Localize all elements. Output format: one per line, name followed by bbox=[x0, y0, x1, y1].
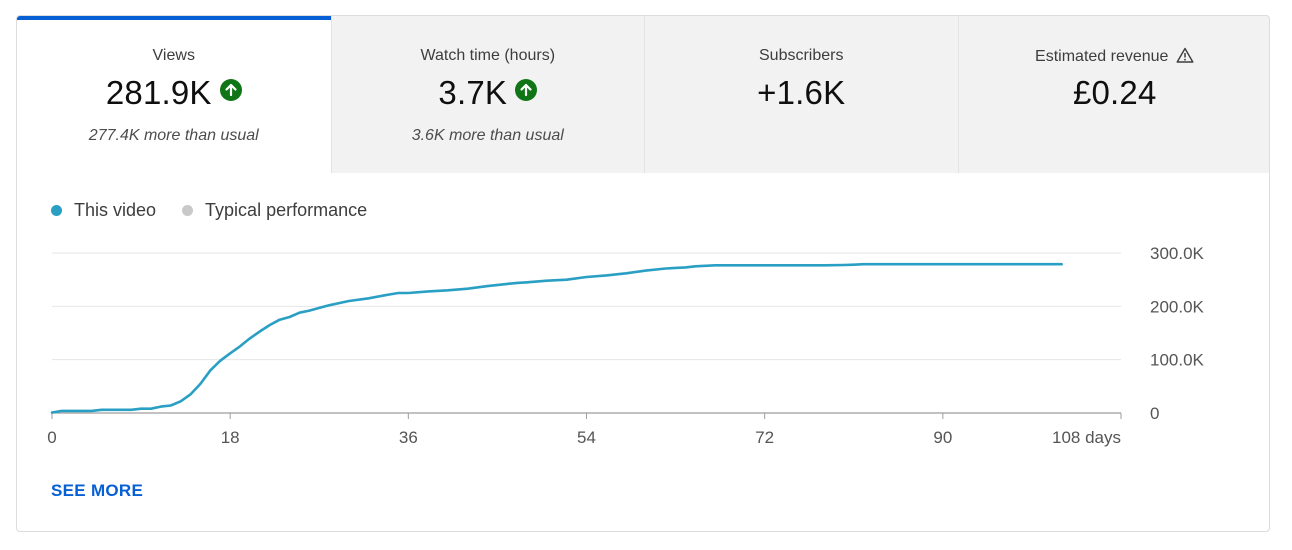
tab-watch-time-value-row: 3.7K bbox=[332, 74, 645, 112]
warning-icon[interactable] bbox=[1176, 47, 1194, 68]
tab-revenue-label-row: Estimated revenue bbox=[959, 47, 1270, 68]
chart-legend: This video Typical performance bbox=[51, 200, 393, 221]
legend-typical-dot bbox=[182, 205, 194, 216]
analytics-card: Views 281.9K 277.4K more than usual Watc… bbox=[16, 15, 1270, 532]
tab-watch-time-label: Watch time (hours) bbox=[420, 47, 556, 64]
x-tick-label: 72 bbox=[755, 428, 774, 447]
tab-watch-time-comparison: 3.6K more than usual bbox=[411, 127, 564, 144]
legend-this-video: This video bbox=[51, 200, 156, 221]
legend-this-video-label: This video bbox=[74, 200, 157, 220]
y-tick-label: 0 bbox=[1150, 404, 1159, 423]
tab-views[interactable]: Views 281.9K 277.4K more than usual bbox=[17, 16, 331, 173]
tab-views-label: Views bbox=[152, 47, 195, 64]
x-tick-label: 36 bbox=[399, 428, 418, 447]
tab-revenue-value: £0.24 bbox=[1072, 74, 1157, 111]
see-more-link[interactable]: SEE MORE bbox=[51, 481, 144, 500]
tab-subscribers[interactable]: Subscribers +1.6K bbox=[644, 16, 958, 173]
y-tick-label: 200.0K bbox=[1150, 297, 1205, 316]
tab-views-comparison: 277.4K more than usual bbox=[88, 127, 259, 144]
legend-typical: Typical performance bbox=[182, 200, 367, 221]
tab-watch-time-value: 3.7K bbox=[438, 74, 508, 111]
tab-estimated-revenue[interactable]: Estimated revenue £0.24 bbox=[957, 16, 1270, 173]
tab-views-value: 281.9K bbox=[105, 74, 212, 111]
x-tick-label: 0 bbox=[47, 428, 56, 447]
tab-watch-time[interactable]: Watch time (hours) 3.7K 3.6K more than u… bbox=[330, 16, 645, 173]
tab-views-value-row: 281.9K bbox=[17, 74, 331, 112]
x-tick-label: 54 bbox=[577, 428, 596, 447]
tab-revenue-label: Estimated revenue bbox=[1035, 48, 1169, 65]
series-line-this-video bbox=[50, 262, 1063, 414]
x-tick-label: 18 bbox=[221, 428, 240, 447]
y-tick-label: 300.0K bbox=[1150, 244, 1205, 263]
legend-this-video-dot bbox=[51, 205, 62, 216]
trend-up-icon bbox=[219, 79, 242, 101]
metric-tabs: Views 281.9K 277.4K more than usual Watc… bbox=[17, 16, 1270, 173]
views-line-chart: 0 100.0K 200.0K 300.0K 0 18 36 54 72 90 108 days bbox=[47, 244, 1205, 447]
tab-subscribers-label: Subscribers bbox=[759, 47, 844, 64]
tab-subscribers-value: +1.6K bbox=[757, 74, 846, 111]
x-tick-label: 90 bbox=[933, 428, 952, 447]
y-tick-label: 100.0K bbox=[1150, 351, 1205, 370]
legend-typical-label: Typical performance bbox=[205, 200, 368, 220]
trend-up-icon bbox=[515, 79, 538, 101]
x-tick-label: 108 days bbox=[1052, 428, 1121, 447]
